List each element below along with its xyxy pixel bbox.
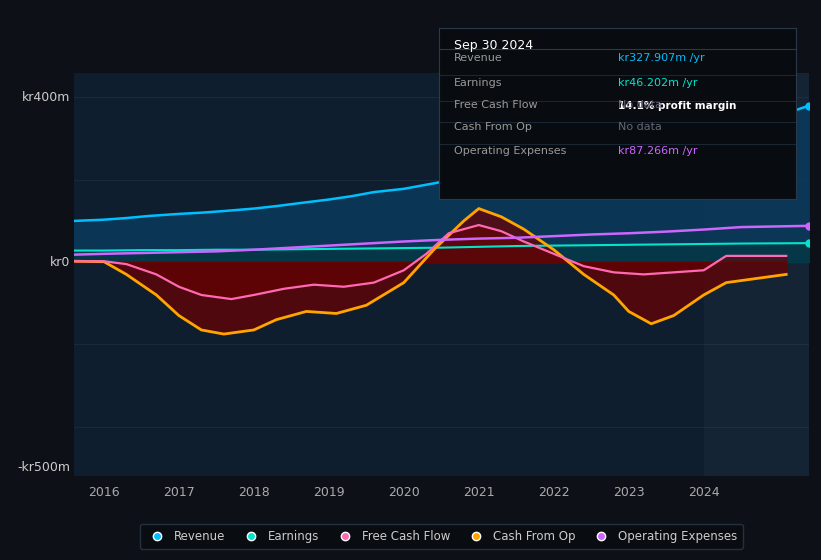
- Text: Free Cash Flow: Free Cash Flow: [453, 100, 537, 110]
- Text: kr87.266m /yr: kr87.266m /yr: [618, 146, 697, 156]
- Text: Cash From Op: Cash From Op: [453, 122, 531, 132]
- Text: kr0: kr0: [50, 255, 71, 269]
- Text: Operating Expenses: Operating Expenses: [453, 146, 566, 156]
- Text: No data: No data: [618, 100, 662, 110]
- Text: No data: No data: [618, 122, 662, 132]
- Text: 14.1% profit margin: 14.1% profit margin: [618, 101, 736, 111]
- Text: Revenue: Revenue: [453, 53, 502, 63]
- Text: Sep 30 2024: Sep 30 2024: [453, 39, 533, 52]
- Text: kr400m: kr400m: [22, 91, 71, 104]
- Text: Earnings: Earnings: [453, 77, 502, 87]
- Text: kr46.202m /yr: kr46.202m /yr: [618, 77, 697, 87]
- Legend: Revenue, Earnings, Free Cash Flow, Cash From Op, Operating Expenses: Revenue, Earnings, Free Cash Flow, Cash …: [140, 524, 743, 549]
- Text: kr327.907m /yr: kr327.907m /yr: [618, 53, 704, 63]
- Bar: [704, 73, 809, 476]
- Text: -kr500m: -kr500m: [17, 461, 71, 474]
